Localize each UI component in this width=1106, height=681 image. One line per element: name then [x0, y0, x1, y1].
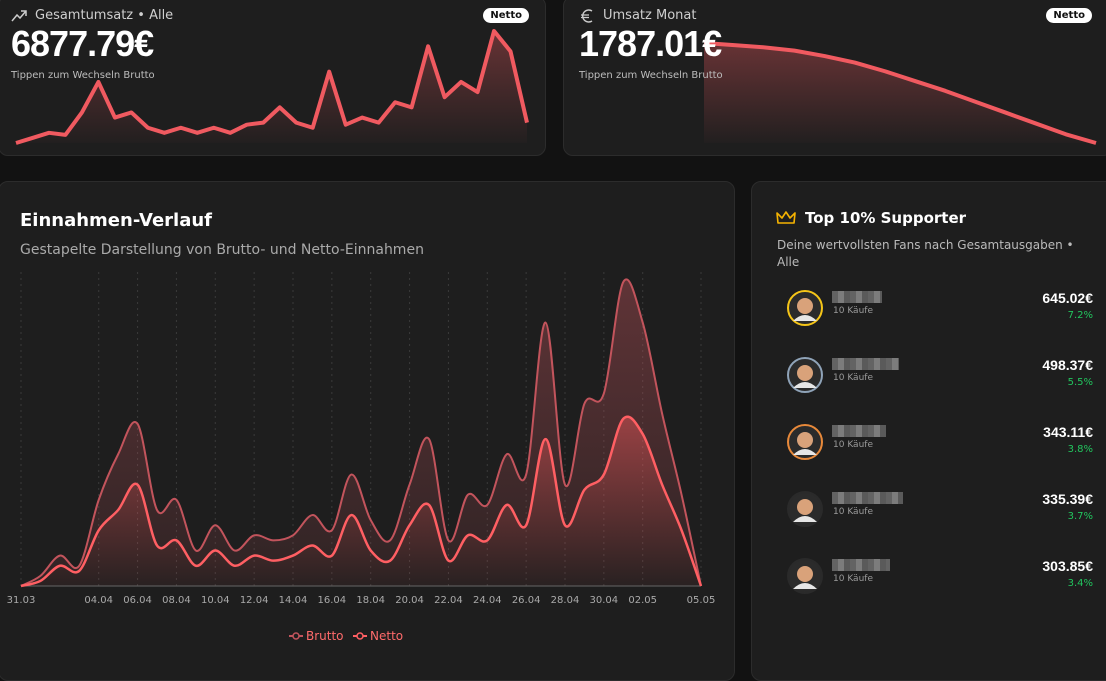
x-tick-label: 02.05 [628, 595, 657, 606]
supporter-share: 3.8% [1067, 444, 1093, 455]
sparkline-area [15, 29, 529, 145]
euro-icon [581, 9, 593, 23]
x-tick-label: 26.04 [512, 595, 541, 606]
card-hint: Tippen zum Wechseln Brutto [579, 70, 723, 81]
supporter-amount: 645.02€ [1042, 290, 1093, 306]
x-tick-label: 14.04 [279, 595, 308, 606]
x-tick-label: 30.04 [590, 595, 619, 606]
avatar-body [793, 382, 817, 388]
avatar-face [797, 432, 813, 448]
sparkline-fill [16, 31, 527, 143]
supporter-name [832, 492, 903, 504]
area-netto [21, 416, 701, 586]
x-tick-label: 05.05 [687, 595, 716, 606]
supporter-amount: 335.39€ [1042, 491, 1093, 507]
chart-card: Einnahmen-Verlauf Gestapelte Darstellung… [0, 181, 735, 681]
supporter-amount: 303.85€ [1042, 558, 1093, 574]
chart-subtitle: Gestapelte Darstellung von Brutto- und N… [20, 242, 424, 258]
x-tick-label: 28.04 [551, 595, 580, 606]
card-value: 1787.01€ [579, 23, 722, 64]
avatar-face [797, 566, 813, 582]
x-tick-label: 24.04 [473, 595, 502, 606]
supporter-purchases: 10 Käufe [833, 373, 873, 383]
supporter-name [832, 425, 886, 437]
avatar [787, 424, 823, 460]
avatar-face [797, 365, 813, 381]
avatar [787, 491, 823, 527]
x-tick-label: 22.04 [434, 595, 463, 606]
line-brutto [20, 278, 702, 587]
sparkline-fill [704, 43, 1096, 143]
legend-label[interactable]: Brutto [306, 629, 344, 643]
x-tick-label: 20.04 [395, 595, 424, 606]
sparkline [703, 41, 1097, 145]
avatar-face [797, 298, 813, 314]
avatar-body [793, 516, 817, 522]
supporter-name [832, 291, 882, 303]
avatar [787, 357, 823, 393]
stat-card[interactable]: Umsatz Monat Netto 1787.01€ Tippen zum W… [563, 0, 1106, 156]
badge[interactable]: Netto [1046, 8, 1092, 23]
line-netto [20, 415, 703, 588]
legend-marker [292, 632, 300, 640]
supporter-share: 5.5% [1067, 377, 1093, 388]
supporter-name [832, 559, 890, 571]
crown-icon [776, 211, 796, 224]
legend-marker [356, 632, 364, 640]
avatar [787, 290, 823, 326]
supporter-name [832, 358, 899, 370]
trend-icon [11, 10, 27, 22]
supporters-description: Deine wertvollsten Fans nach Gesamtausga… [777, 238, 1074, 269]
chart-title: Einnahmen-Verlauf [20, 210, 212, 231]
sparkline-area [703, 41, 1097, 145]
avatar [787, 558, 823, 594]
supporter-amount: 343.11€ [1043, 424, 1093, 440]
supporter-amount: 498.37€ [1042, 357, 1093, 373]
x-tick-label: 16.04 [318, 595, 347, 606]
avatar-body [793, 583, 817, 589]
x-tick-label: 10.04 [201, 595, 230, 606]
supporter-purchases: 10 Käufe [833, 306, 873, 316]
supporter-share: 3.4% [1067, 578, 1093, 589]
x-tick-label: 18.04 [356, 595, 385, 606]
avatar-body [793, 315, 817, 321]
badge[interactable]: Netto [483, 8, 529, 23]
x-tick-label: 04.04 [84, 595, 113, 606]
x-tick-label: 31.03 [7, 595, 36, 606]
supporter-purchases: 10 Käufe [833, 440, 873, 450]
stat-card[interactable]: Gesamtumsatz • Alle Netto 6877.79€ Tippe… [0, 0, 546, 156]
x-tick-label: 12.04 [240, 595, 269, 606]
supporter-share: 7.2% [1067, 310, 1093, 321]
card-value: 6877.79€ [11, 23, 154, 64]
sparkline [15, 29, 529, 145]
avatar-body [793, 449, 817, 455]
card-title: Umsatz Monat [603, 8, 697, 23]
area-brutto [21, 279, 701, 586]
x-tick-label: 08.04 [162, 595, 191, 606]
legend-label[interactable]: Netto [370, 629, 403, 643]
supporters-title: Top 10% Supporter [805, 209, 967, 227]
chart: 31.03 04.04 06.04 08.04 10.04 12.04 14.04 16.04… [7, 272, 716, 643]
x-tick-label: 06.04 [123, 595, 152, 606]
card-title: Gesamtumsatz • Alle [35, 8, 174, 23]
supporter-purchases: 10 Käufe [833, 507, 873, 517]
supporter-share: 3.7% [1067, 511, 1093, 522]
card-hint: Tippen zum Wechseln Brutto [11, 70, 155, 81]
supporter-purchases: 10 Käufe [833, 574, 873, 584]
supporters-card: Top 10% Supporter Deine wertvollsten Fan… [751, 181, 1106, 681]
avatar-face [797, 499, 813, 515]
